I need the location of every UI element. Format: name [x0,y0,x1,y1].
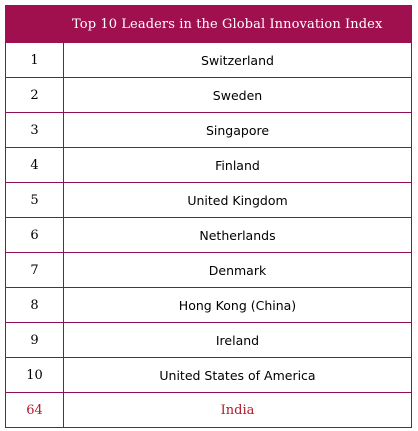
table-row: 5 United Kingdom [5,182,412,218]
table-row: 3 Singapore [5,112,412,148]
highlighted-table-row: 64 India [5,392,412,428]
country-cell: Hong Kong (China) [63,287,412,323]
table-row: 7 Denmark [5,252,412,288]
table-row: 4 Finland [5,147,412,183]
table-row: 2 Sweden [5,77,412,113]
rank-cell: 4 [5,147,64,183]
table-row: 10 United States of America [5,357,412,393]
country-cell: United States of America [63,357,412,393]
country-cell: Ireland [63,322,412,358]
country-cell: Sweden [63,77,412,113]
table-row: 6 Netherlands [5,217,412,253]
rank-cell: 9 [5,322,64,358]
country-cell: Singapore [63,112,412,148]
table-row: 8 Hong Kong (China) [5,287,412,323]
country-cell: India [63,392,412,428]
rank-cell: 3 [5,112,64,148]
country-cell: Switzerland [63,42,412,78]
table-row: 9 Ireland [5,322,412,358]
country-cell: Denmark [63,252,412,288]
table-title: Top 10 Leaders in the Global Innovation … [63,5,412,43]
rank-cell: 2 [5,77,64,113]
rank-cell: 5 [5,182,64,218]
country-cell: Finland [63,147,412,183]
table-row: 1 Switzerland [5,42,412,78]
rank-cell: 10 [5,357,64,393]
rank-cell: 64 [5,392,64,428]
rank-header-cell [5,5,64,43]
rank-cell: 1 [5,42,64,78]
country-cell: United Kingdom [63,182,412,218]
innovation-index-table: Top 10 Leaders in the Global Innovation … [5,5,412,428]
table-header-row: Top 10 Leaders in the Global Innovation … [5,5,412,43]
country-cell: Netherlands [63,217,412,253]
rank-cell: 7 [5,252,64,288]
rank-cell: 6 [5,217,64,253]
rank-cell: 8 [5,287,64,323]
